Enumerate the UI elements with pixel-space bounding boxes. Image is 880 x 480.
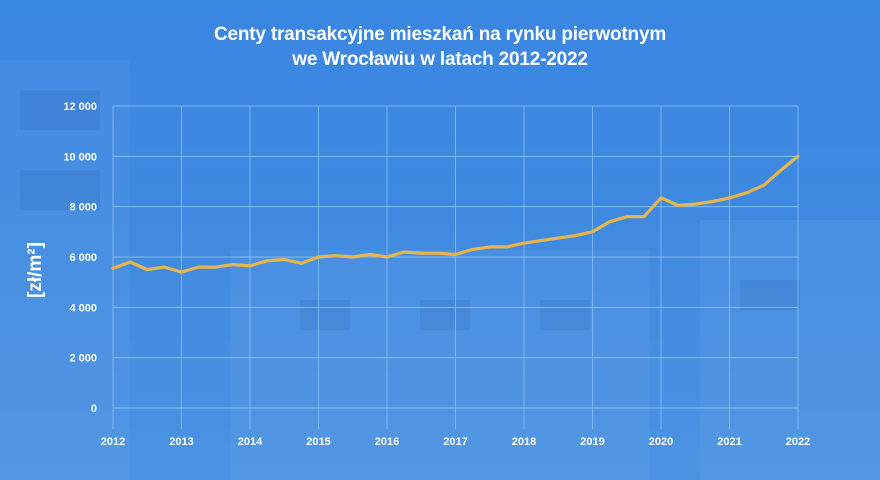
data-point	[780, 169, 782, 171]
data-point	[591, 231, 593, 233]
data-point	[677, 204, 679, 206]
x-tick-label: 2016	[375, 436, 399, 448]
x-axis-ticks: 2012 2013 2014 2015 2016 2017 2018 2019 2020 2021…	[101, 436, 810, 448]
data-point	[317, 256, 319, 258]
data-point	[163, 266, 165, 268]
series-line-price	[111, 154, 800, 274]
data-point	[523, 242, 525, 244]
x-tick-label: 2017	[443, 436, 467, 448]
chart-title-line-2: we Wrocławiu w latach 2012-2022	[292, 49, 588, 70]
chart-title: Centy transakcyjne mieszkań na rynku pie…	[0, 22, 880, 72]
background-building	[230, 250, 650, 480]
data-point	[797, 155, 799, 157]
data-point	[437, 252, 439, 254]
data-point	[369, 253, 371, 255]
x-tick-label: 2013	[169, 436, 193, 448]
data-point	[386, 256, 388, 258]
x-tick-label: 2019	[580, 436, 604, 448]
data-point	[745, 192, 747, 194]
data-point	[249, 265, 251, 267]
data-point	[300, 262, 302, 264]
x-tick-label: 2021	[717, 436, 741, 448]
data-point	[489, 246, 491, 248]
y-tick-label: 6 000	[69, 252, 97, 264]
data-point	[540, 239, 542, 241]
x-tick-label: 2014	[238, 436, 263, 448]
x-tick-label: 2020	[649, 436, 673, 448]
y-tick-label: 2 000	[69, 353, 97, 365]
data-point	[180, 271, 182, 273]
data-point	[471, 248, 473, 250]
background-window	[420, 300, 470, 330]
chart-title-line-1: Centy transakcyjne mieszkań na rynku pie…	[213, 24, 667, 45]
background-window	[540, 300, 590, 330]
x-tick-label: 2018	[512, 436, 536, 448]
background-window	[740, 280, 800, 310]
data-point	[266, 260, 268, 262]
y-tick-label: 4 000	[69, 302, 97, 314]
data-point	[454, 253, 456, 255]
y-tick-label: 10 000	[63, 151, 97, 163]
y-tick-label: 0	[91, 403, 97, 415]
data-point	[763, 184, 765, 186]
data-point	[403, 251, 405, 253]
data-point	[626, 216, 628, 218]
data-point	[197, 266, 199, 268]
y-tick-label: 12 000	[63, 101, 97, 113]
x-tick-label: 2012	[101, 436, 125, 448]
data-point	[660, 197, 662, 199]
data-point	[215, 266, 217, 268]
data-point	[146, 268, 148, 270]
data-point	[334, 255, 336, 257]
data-point	[728, 197, 730, 199]
data-point	[283, 258, 285, 260]
data-point	[506, 246, 508, 248]
data-point	[711, 200, 713, 202]
background-building	[0, 60, 130, 480]
y-tick-label: 8 000	[69, 202, 97, 214]
x-tick-label: 2022	[786, 436, 810, 448]
background-window	[20, 90, 100, 130]
data-point	[557, 237, 559, 239]
data-point	[112, 267, 114, 269]
data-point	[232, 263, 234, 265]
data-point	[608, 221, 610, 223]
background-window	[300, 300, 350, 330]
data-point	[694, 203, 696, 205]
background-window	[20, 170, 100, 210]
series-lines	[111, 154, 800, 274]
y-axis-ticks: 0 2 000 4 000 6 000 8 000 10 000 12 000	[63, 101, 97, 415]
data-point	[574, 234, 576, 236]
data-point	[420, 252, 422, 254]
data-point	[643, 216, 645, 218]
data-point	[352, 256, 354, 258]
x-tick-label: 2015	[306, 436, 330, 448]
data-point	[129, 261, 131, 263]
